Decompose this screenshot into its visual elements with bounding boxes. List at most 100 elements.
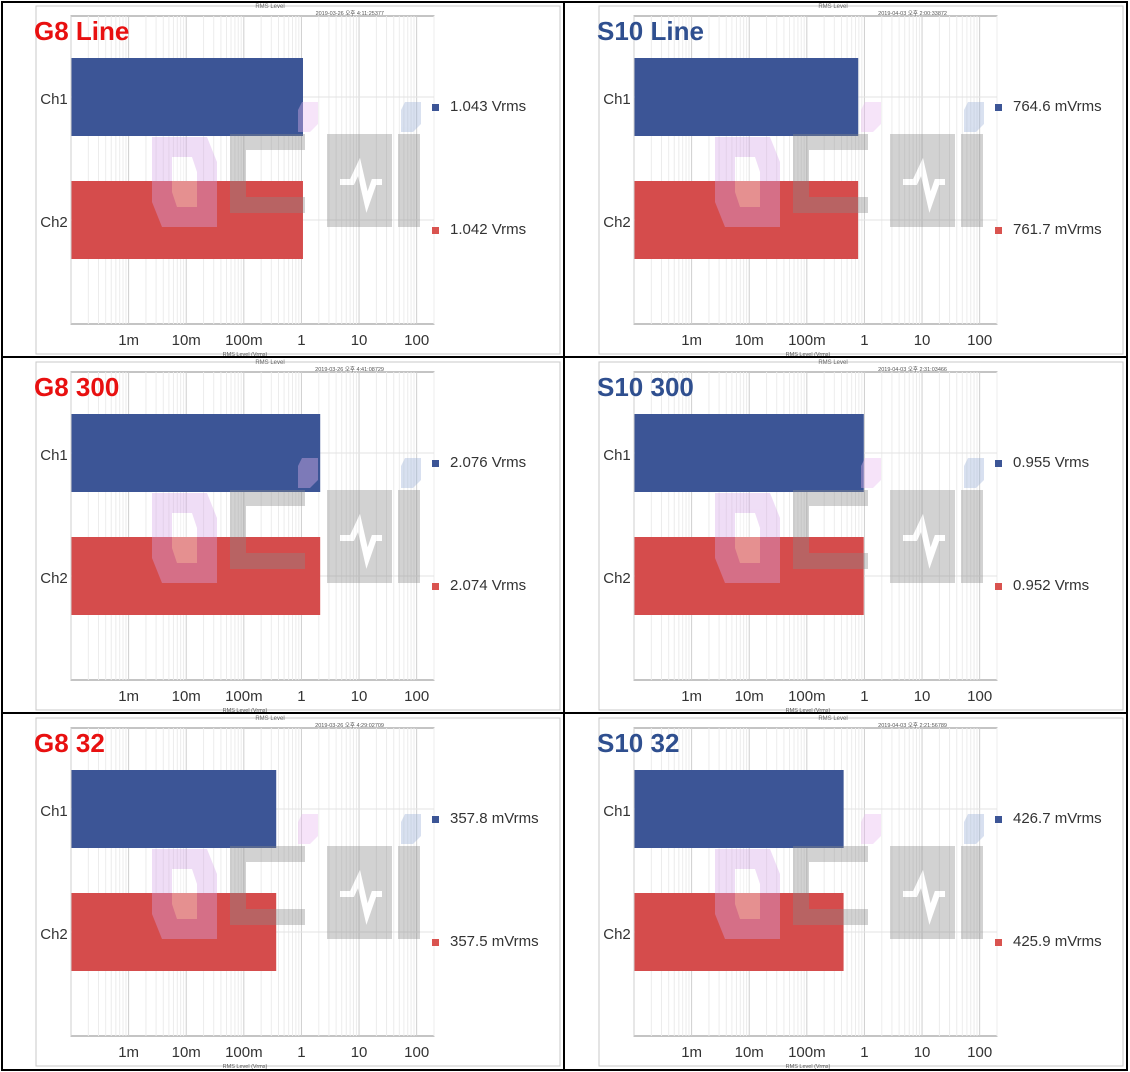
table-border — [1, 712, 1128, 714]
legend-marker-ch2 — [432, 583, 439, 590]
legend-marker-ch2 — [995, 227, 1002, 234]
category-label: Ch2 — [40, 570, 68, 587]
x-tick-label: 100m — [788, 1044, 826, 1061]
x-tick-label: 10 — [351, 1044, 368, 1061]
data-label: 764.6 mVrms — [1013, 98, 1102, 115]
x-tick-label: 1 — [297, 1044, 305, 1061]
x-tick-label: 10 — [914, 688, 931, 705]
data-label: 357.8 mVrms — [450, 810, 539, 827]
watermark-logo-icon — [152, 814, 421, 939]
x-axis-label: RMS Level (Vrms) — [786, 708, 831, 714]
x-tick-label: 100 — [967, 688, 992, 705]
bar-ch1 — [71, 414, 321, 492]
bar-ch2 — [634, 537, 864, 615]
chart-header-title: RMS Level — [818, 4, 847, 10]
chart-title: G8 32 — [34, 728, 105, 758]
x-axis-label: RMS Level (Vrms) — [786, 352, 831, 358]
watermark-logo-icon — [715, 458, 984, 583]
x-tick-label: 1m — [118, 1044, 139, 1061]
bar-ch2 — [634, 893, 844, 971]
data-label: 2.074 Vrms — [450, 577, 526, 594]
chart-title: S10 Line — [597, 16, 704, 46]
bar-ch2 — [71, 537, 321, 615]
bar-ch1 — [634, 58, 859, 136]
x-axis-label: RMS Level (Vrms) — [223, 708, 268, 714]
chart-title: S10 32 — [597, 728, 680, 758]
x-tick-label: 10 — [351, 688, 368, 705]
chart-header-title: RMS Level — [818, 716, 847, 722]
category-label: Ch1 — [603, 803, 631, 820]
legend-marker-ch2 — [995, 939, 1002, 946]
x-tick-label: 1m — [681, 332, 702, 349]
category-label: Ch1 — [40, 803, 68, 820]
watermark-logo-icon — [715, 102, 984, 227]
chart-timestamp: 2019-04-03 오후 2:21:56789 — [878, 722, 947, 729]
bar-ch1 — [71, 770, 277, 848]
data-label: 426.7 mVrms — [1013, 810, 1102, 827]
x-tick-label: 100m — [788, 688, 826, 705]
x-tick-label: 1 — [860, 332, 868, 349]
chart-header-title: RMS Level — [255, 4, 284, 10]
chart-title: G8 Line — [34, 16, 130, 46]
table-border — [1, 356, 1128, 358]
watermark-logo-icon — [152, 102, 421, 227]
bar-ch1 — [634, 770, 844, 848]
x-tick-label: 1 — [297, 688, 305, 705]
category-label: Ch1 — [603, 91, 631, 108]
category-label: Ch2 — [40, 214, 68, 231]
x-tick-label: 10m — [172, 1044, 201, 1061]
category-label: Ch1 — [40, 91, 68, 108]
x-tick-label: 100 — [404, 1044, 429, 1061]
chart-timestamp: 2019-03-26 오후 4:29:02709 — [315, 722, 384, 729]
chart-timestamp: 2019-04-03 오후 2:00:33872 — [878, 10, 947, 17]
x-tick-label: 1 — [297, 332, 305, 349]
chart-timestamp: 2019-04-03 오후 2:31:03466 — [878, 366, 947, 373]
legend-marker-ch1 — [995, 816, 1002, 823]
legend-marker-ch2 — [995, 583, 1002, 590]
x-tick-label: 10m — [172, 688, 201, 705]
chart-timestamp: 2019-03-26 오후 4:11:25377 — [316, 10, 384, 17]
x-tick-label: 1 — [860, 1044, 868, 1061]
x-tick-label: 100 — [404, 332, 429, 349]
x-tick-label: 10m — [735, 1044, 764, 1061]
x-axis-label: RMS Level (Vrms) — [223, 1064, 268, 1070]
data-label: 357.5 mVrms — [450, 933, 539, 950]
x-tick-label: 10m — [735, 332, 764, 349]
legend-marker-ch1 — [432, 460, 439, 467]
x-tick-label: 1m — [118, 688, 139, 705]
category-label: Ch2 — [603, 926, 631, 943]
bar-ch2 — [634, 181, 859, 259]
bar-ch2 — [71, 181, 303, 259]
data-label: 2.076 Vrms — [450, 454, 526, 471]
category-label: Ch2 — [603, 570, 631, 587]
chart-title: S10 300 — [597, 372, 694, 402]
x-tick-label: 1m — [118, 332, 139, 349]
data-label: 761.7 mVrms — [1013, 221, 1102, 238]
x-tick-label: 1m — [681, 688, 702, 705]
legend-marker-ch1 — [995, 104, 1002, 111]
x-tick-label: 10m — [172, 332, 201, 349]
table-border — [563, 1, 565, 1071]
table-border — [1126, 1, 1128, 1071]
watermark-logo-icon — [715, 814, 984, 939]
x-tick-label: 100m — [225, 332, 263, 349]
legend-marker-ch2 — [432, 227, 439, 234]
chart-title: G8 300 — [34, 372, 120, 402]
x-tick-label: 10 — [914, 332, 931, 349]
data-label: 425.9 mVrms — [1013, 933, 1102, 950]
bar-ch1 — [71, 58, 303, 136]
data-label: 1.043 Vrms — [450, 98, 526, 115]
x-tick-label: 100m — [225, 688, 263, 705]
x-tick-label: 100m — [225, 1044, 263, 1061]
x-tick-label: 100 — [967, 1044, 992, 1061]
legend-marker-ch2 — [432, 939, 439, 946]
